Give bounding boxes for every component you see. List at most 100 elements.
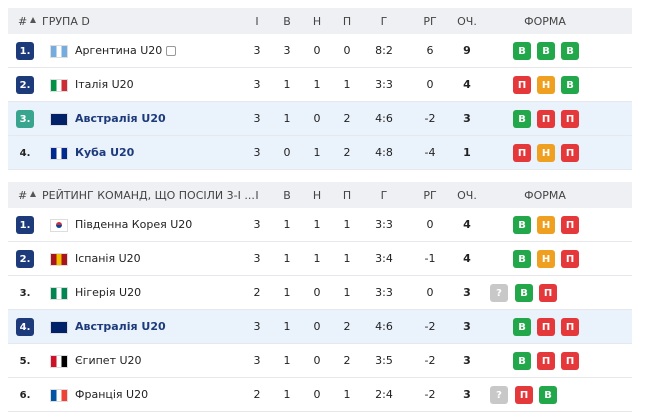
played: 2	[253, 286, 261, 299]
won: 0	[283, 146, 291, 159]
team-name[interactable]: Куба U20	[75, 146, 135, 159]
form-badge[interactable]: П	[537, 352, 555, 370]
points: 4	[463, 78, 471, 91]
rank-badge: 1.	[16, 42, 34, 60]
goal-diff: -2	[424, 354, 436, 367]
table-row[interactable]: 1. Аргентина U20 3 3 0 0 8:2 6 9 В В В	[8, 34, 632, 68]
form-badge[interactable]: П	[539, 284, 557, 302]
points: 4	[463, 218, 471, 231]
form-badge[interactable]: В	[515, 284, 533, 302]
won: 1	[283, 252, 291, 265]
table-row[interactable]: 6. Франція U20 2 1 0 1 2:4 -2 3? П В	[8, 378, 632, 412]
form-badge[interactable]: П	[537, 318, 555, 336]
form-badge[interactable]: В	[561, 42, 579, 60]
table-row[interactable]: 4. Куба U20 3 0 1 2 4:8 -4 1 П Н П	[8, 136, 632, 170]
goal-diff: -4	[424, 146, 436, 159]
form-badge[interactable]: В	[513, 250, 531, 268]
table-header: # ГРУПА D І В Н П Г РГ ОЧ. ФОРМА	[8, 8, 632, 34]
points: 3	[463, 286, 471, 299]
form-badge[interactable]: Н	[537, 144, 555, 162]
played: 2	[253, 388, 261, 401]
team-name[interactable]: Італія U20	[75, 78, 134, 91]
lost: 1	[343, 286, 351, 299]
team-flag	[50, 45, 68, 58]
form-badge[interactable]: В	[537, 42, 555, 60]
header-lost: П	[342, 14, 352, 28]
team-flag	[50, 287, 68, 300]
lost: 2	[343, 354, 351, 367]
form-badge[interactable]: В	[539, 386, 557, 404]
table-row[interactable]: 2. Італія U20 3 1 1 1 3:3 0 4 П Н В	[8, 68, 632, 102]
team-name[interactable]: Аргентина U20	[75, 44, 163, 57]
form-badge[interactable]: П	[561, 110, 579, 128]
goals: 4:8	[375, 146, 393, 159]
form-badge[interactable]: В	[513, 318, 531, 336]
form-badge[interactable]: П	[561, 216, 579, 234]
goals: 3:4	[375, 252, 393, 265]
header-played: І	[255, 188, 259, 202]
form-badge[interactable]: П	[561, 318, 579, 336]
points: 3	[463, 320, 471, 333]
table-row[interactable]: 3. Нігерія U20 2 1 0 1 3:3 0 3? В П	[8, 276, 632, 310]
form-badge[interactable]: ?	[490, 386, 508, 404]
rank-badge: 2.	[16, 250, 34, 268]
table-row[interactable]: 5. Єгипет U20 3 1 0 2 3:5 -2 3 В П П	[8, 344, 632, 378]
drawn: 0	[313, 354, 321, 367]
lost: 2	[343, 320, 351, 333]
form-badge[interactable]: П	[515, 386, 533, 404]
table-row[interactable]: 2. Іспанія U20 3 1 1 1 3:4 -1 4 В Н П	[8, 242, 632, 276]
played: 3	[253, 218, 261, 231]
form-badge[interactable]: В	[513, 216, 531, 234]
form-badge[interactable]: Н	[537, 250, 555, 268]
drawn: 0	[313, 320, 321, 333]
drawn: 0	[313, 388, 321, 401]
form-badge[interactable]: П	[561, 250, 579, 268]
team-name[interactable]: Іспанія U20	[75, 252, 141, 265]
table-row[interactable]: 3. Австралія U20 3 1 0 2 4:6 -2 3 В П П	[8, 102, 632, 136]
played: 3	[253, 320, 261, 333]
points: 3	[463, 112, 471, 125]
lost: 1	[343, 252, 351, 265]
flag-emblem	[56, 222, 62, 228]
form-badge[interactable]: В	[561, 76, 579, 94]
header-form: ФОРМА	[524, 14, 566, 28]
team-name[interactable]: Єгипет U20	[75, 354, 142, 367]
won: 1	[283, 354, 291, 367]
team-flag	[50, 79, 68, 92]
won: 3	[283, 44, 291, 57]
team-name[interactable]: Нігерія U20	[75, 286, 142, 299]
team-flag	[50, 219, 68, 232]
form-badge[interactable]: П	[513, 144, 531, 162]
team-name[interactable]: Франція U20	[75, 388, 149, 401]
won: 1	[283, 112, 291, 125]
header-drawn: Н	[312, 14, 322, 28]
form-badge[interactable]: В	[513, 352, 531, 370]
sort-arrow	[30, 17, 36, 23]
rank-badge: 2.	[16, 76, 34, 94]
form-badge[interactable]: ?	[490, 284, 508, 302]
team-name[interactable]: Австралія U20	[75, 320, 166, 333]
lost: 1	[343, 78, 351, 91]
form-badge[interactable]: Н	[537, 76, 555, 94]
team-name[interactable]: Південна Корея U20	[75, 218, 193, 231]
form-badge[interactable]: Н	[537, 216, 555, 234]
goals: 2:4	[375, 388, 393, 401]
team-flag	[50, 389, 68, 402]
form-badge[interactable]: В	[513, 110, 531, 128]
won: 1	[283, 218, 291, 231]
drawn: 0	[313, 112, 321, 125]
goals: 4:6	[375, 320, 393, 333]
rank-badge: 4.	[16, 318, 34, 336]
form-badge[interactable]: П	[537, 110, 555, 128]
form-badge[interactable]: П	[513, 76, 531, 94]
goal-diff: 0	[426, 286, 434, 299]
form-badge[interactable]: П	[561, 144, 579, 162]
form-badge[interactable]: П	[561, 352, 579, 370]
table-row[interactable]: 1. Південна Корея U20 3 1 1 1 3:3 0 4 В Н П	[8, 208, 632, 242]
lost: 1	[343, 218, 351, 231]
team-name[interactable]: Австралія U20	[75, 112, 166, 125]
form-badge[interactable]: В	[513, 42, 531, 60]
table-row[interactable]: 4. Австралія U20 3 1 0 2 4:6 -2 3 В П П	[8, 310, 632, 344]
points: 3	[463, 388, 471, 401]
header-drawn: Н	[312, 188, 322, 202]
